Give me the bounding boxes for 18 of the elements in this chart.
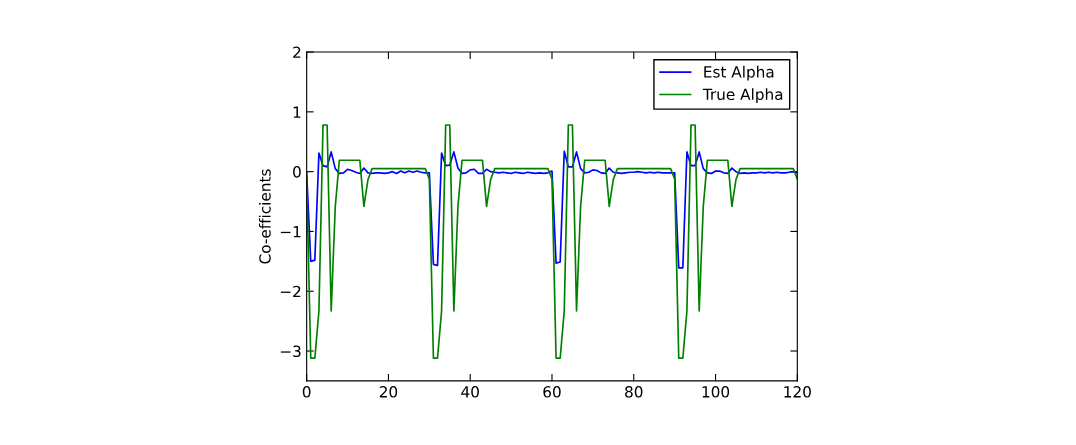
y-tick-label: 1 <box>293 106 301 118</box>
x-tick-label: 100 <box>702 386 730 398</box>
line-series <box>306 150 798 269</box>
x-tick-label: 60 <box>543 386 561 398</box>
y-tick-label: 2 <box>293 46 301 58</box>
x-tick-label: 120 <box>784 386 811 398</box>
y-tick-label: −2 <box>280 285 301 298</box>
x-tick-label: 40 <box>461 386 479 398</box>
legend-label: True Alpha <box>702 88 783 104</box>
y-tick-label: −1 <box>280 226 301 238</box>
y-tick-label: 0 <box>293 166 301 178</box>
x-tick-label: 20 <box>379 386 398 398</box>
line-series <box>306 124 798 360</box>
y-tick-label: −3 <box>280 345 301 358</box>
x-tick-label: 0 <box>302 386 311 398</box>
y-axis-title: Co-efficients <box>258 169 271 264</box>
x-tick-label: 80 <box>625 386 643 398</box>
legend-label: Est Alpha <box>704 65 774 81</box>
